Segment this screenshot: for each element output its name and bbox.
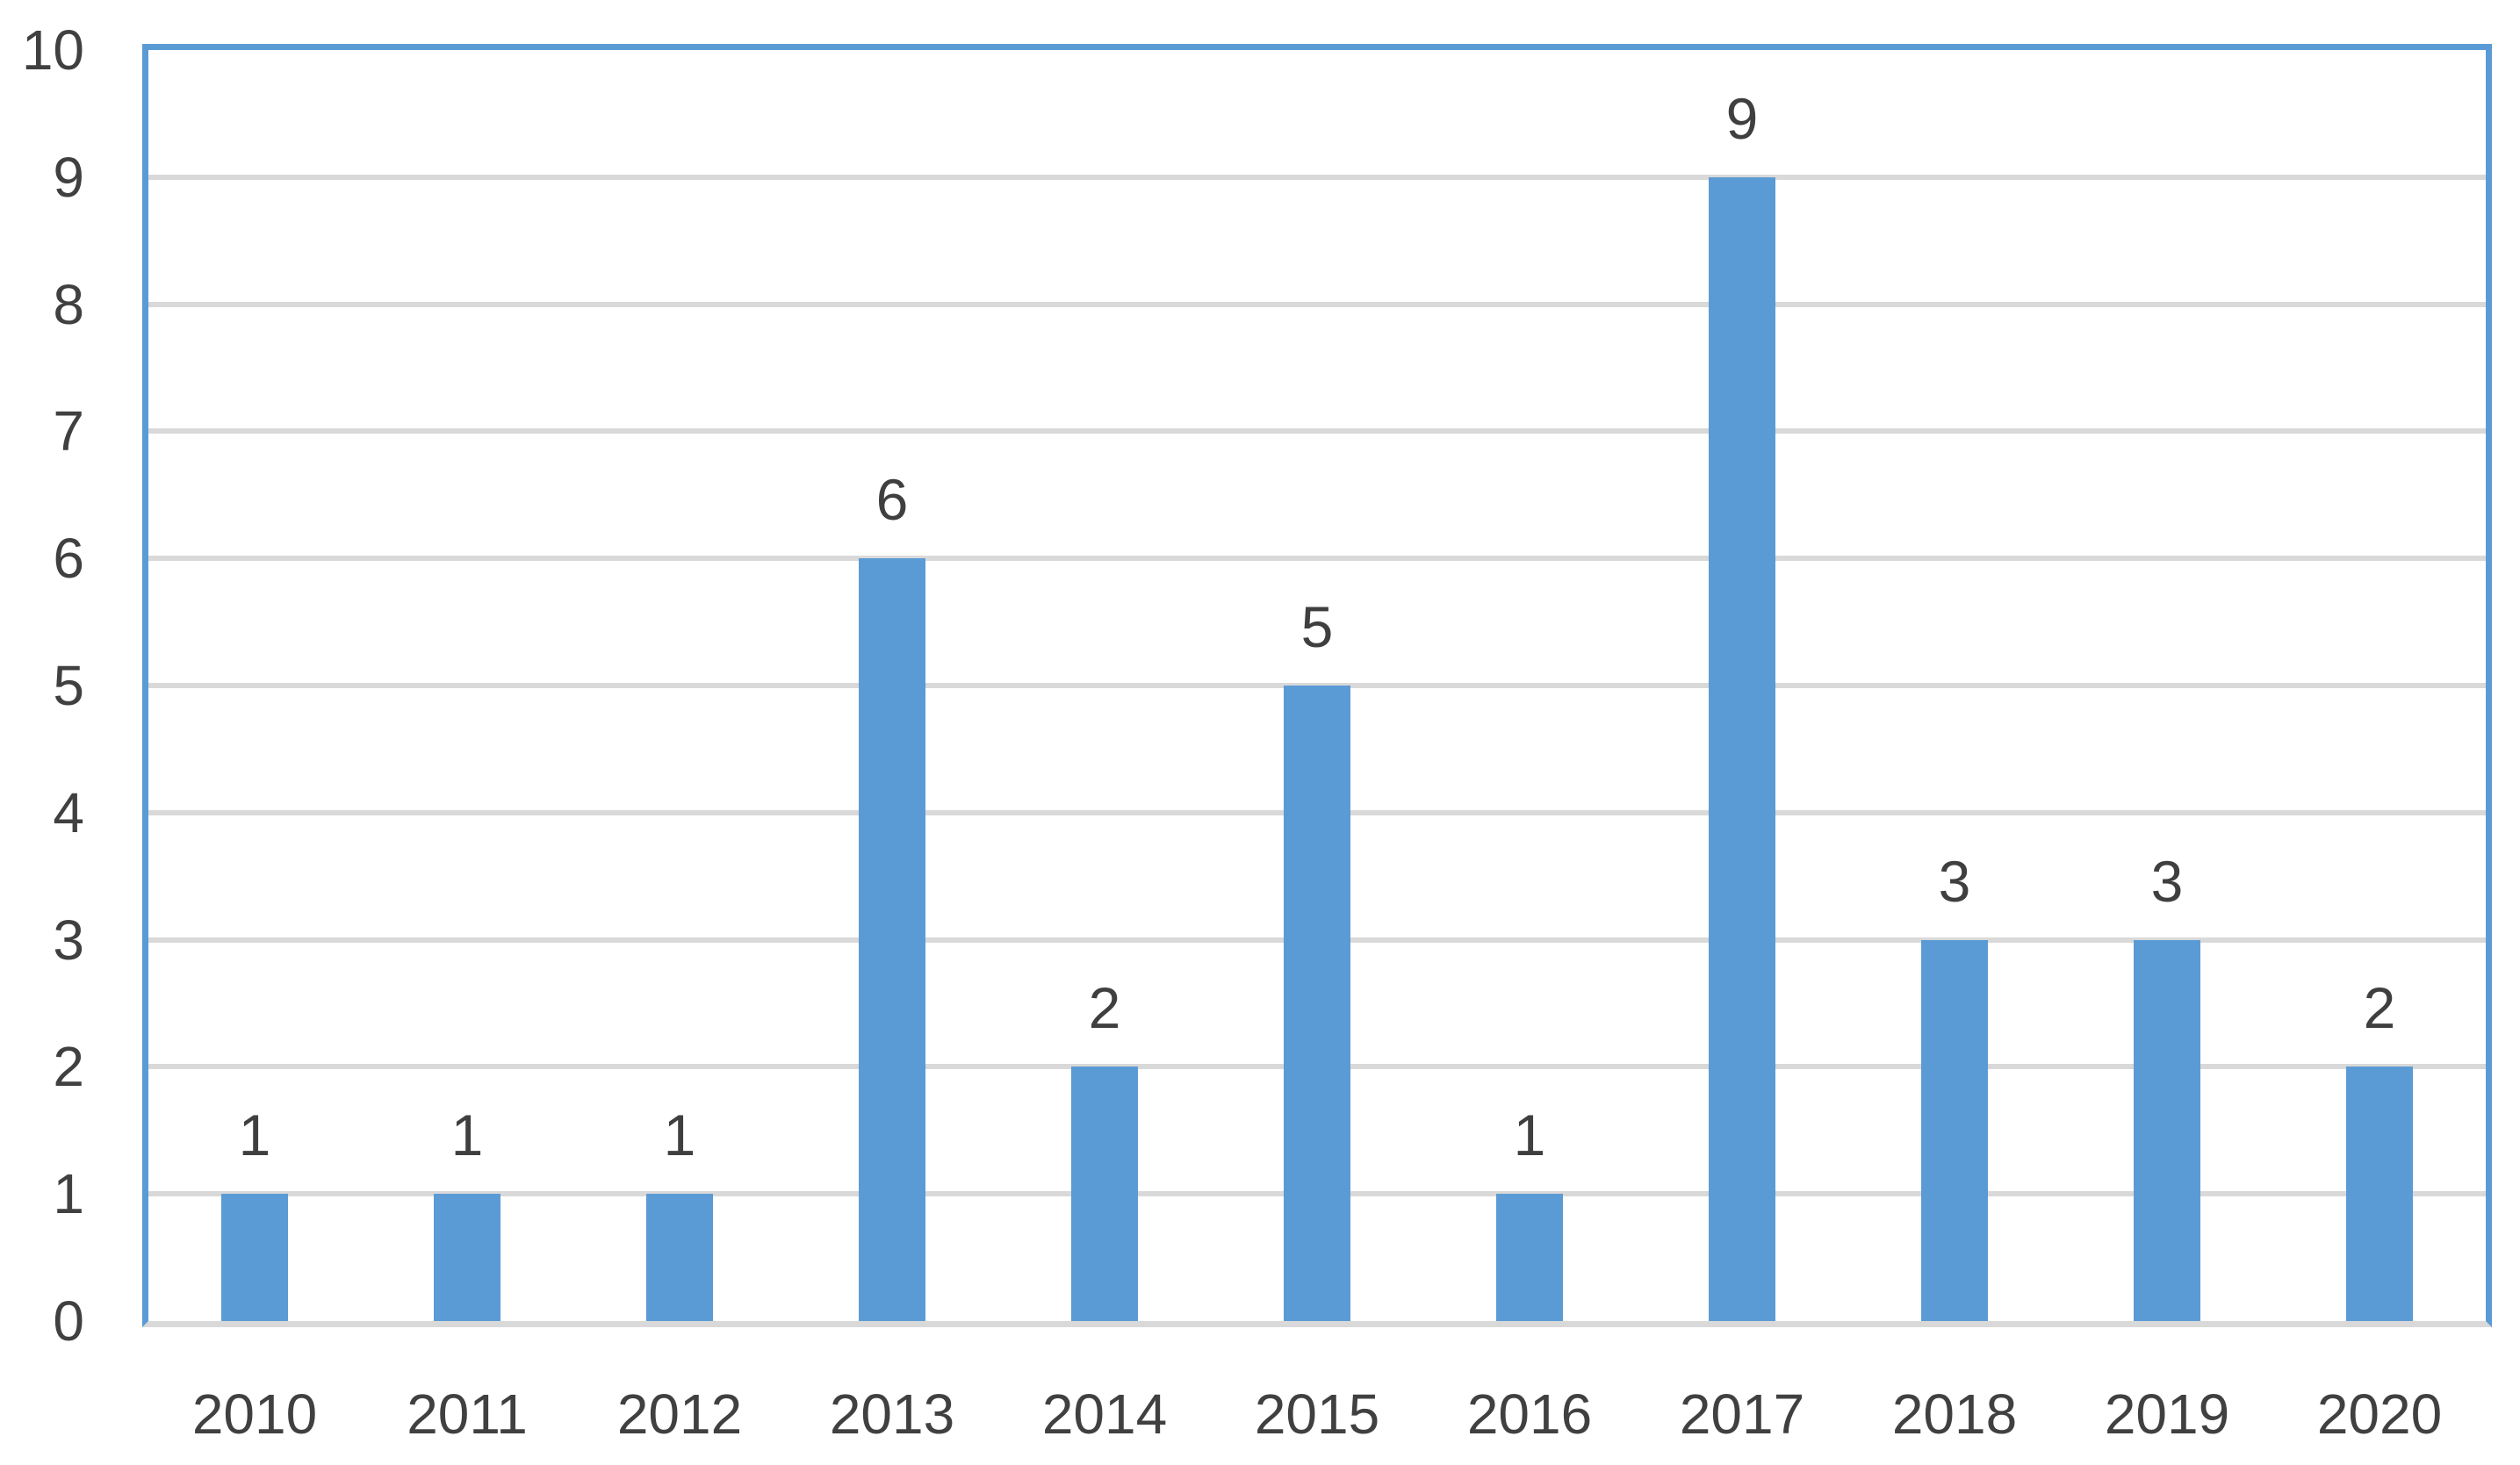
x-category-label: 2012	[616, 1382, 743, 1446]
y-tick-label: 4	[53, 780, 84, 844]
bar-2017	[1709, 176, 1775, 1321]
gridline	[148, 556, 2486, 562]
gridline	[148, 428, 2486, 434]
bar-value-label: 1	[1513, 1102, 1546, 1168]
y-tick-label: 6	[53, 527, 84, 591]
y-tick-label: 8	[53, 272, 84, 336]
bar-2019	[2134, 939, 2200, 1321]
bar-value-label: 3	[2150, 848, 2184, 914]
bar-2014	[1071, 1066, 1138, 1321]
y-tick-label: 10	[21, 18, 84, 82]
plot-area: 1 1 1 6 2 5 1 9 3 3 2	[142, 44, 2492, 1327]
bar-value-label: 6	[875, 467, 909, 533]
bar-2020	[2346, 1066, 2413, 1321]
bar-2018	[1921, 939, 1988, 1321]
y-tick-label: 9	[53, 145, 84, 209]
bar-value-label: 1	[663, 1102, 696, 1168]
x-category-label: 2013	[829, 1382, 955, 1446]
x-category-label: 2020	[2316, 1382, 2443, 1446]
x-category-label: 2015	[1254, 1382, 1380, 1446]
bar-2011	[434, 1194, 500, 1321]
x-category-label: 2019	[2104, 1382, 2230, 1446]
bar-value-label: 5	[1300, 594, 1334, 659]
x-category-label: 2016	[1466, 1382, 1593, 1446]
bar-2010	[221, 1194, 288, 1321]
x-category-label: 2018	[1891, 1382, 2018, 1446]
y-tick-label: 1	[53, 1162, 84, 1226]
gridline	[148, 301, 2486, 307]
bar-2015	[1284, 686, 1350, 1321]
y-tick-label: 7	[53, 399, 84, 463]
bar-2013	[859, 558, 925, 1321]
bar-value-label: 1	[450, 1102, 484, 1168]
x-category-label: 2010	[191, 1382, 318, 1446]
bar-value-label: 2	[1088, 975, 1121, 1041]
bar-value-label: 3	[1938, 848, 1971, 914]
bar-value-label: 2	[2363, 975, 2396, 1041]
y-tick-label: 5	[53, 654, 84, 717]
bar-value-label: 1	[238, 1102, 271, 1168]
x-category-label: 2017	[1679, 1382, 1805, 1446]
bar-2012	[646, 1194, 713, 1321]
x-category-label: 2014	[1041, 1382, 1168, 1446]
y-tick-label: 2	[53, 1035, 84, 1099]
x-category-label: 2011	[407, 1382, 528, 1446]
y-tick-label: 3	[53, 908, 84, 972]
gridline	[148, 174, 2486, 180]
bar-value-label: 9	[1725, 85, 1759, 151]
bar-2016	[1496, 1194, 1563, 1321]
y-tick-label: 0	[53, 1289, 84, 1353]
